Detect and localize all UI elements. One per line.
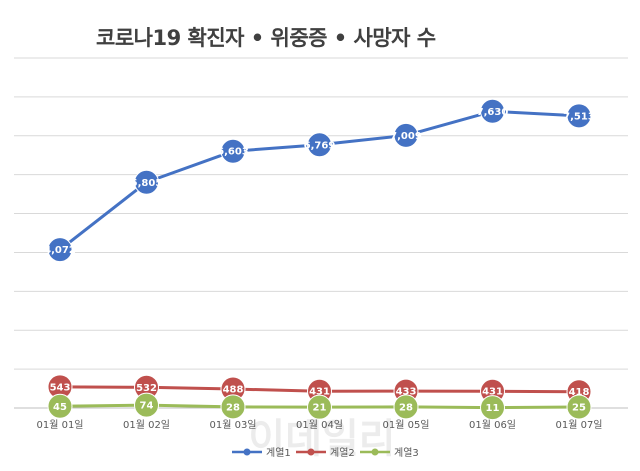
chart-title: 코로나19 확진자 • 위중증 • 사망자 수 bbox=[96, 26, 436, 50]
x-tick-label: 01월 01일 bbox=[36, 419, 83, 431]
data-label: 74 bbox=[140, 401, 154, 412]
data-label: 433 bbox=[396, 387, 417, 398]
x-tick-label: 01월 02일 bbox=[123, 419, 170, 431]
data-label: 6,603 bbox=[217, 147, 249, 158]
x-tick-label: 01월 04일 bbox=[296, 419, 343, 431]
data-label: 532 bbox=[136, 383, 157, 394]
legend-marker-3 bbox=[371, 448, 379, 456]
legend-marker-2 bbox=[307, 448, 315, 456]
data-label: 28 bbox=[226, 402, 240, 413]
data-point bbox=[566, 394, 592, 420]
data-point bbox=[393, 122, 419, 148]
data-label: 4,072 bbox=[44, 245, 76, 256]
x-tick-label: 01월 03일 bbox=[209, 419, 256, 431]
data-point bbox=[47, 237, 73, 263]
data-label: 25 bbox=[572, 403, 586, 414]
data-point bbox=[220, 138, 246, 164]
data-label: 431 bbox=[309, 387, 330, 398]
data-label: 45 bbox=[53, 402, 67, 413]
data-point bbox=[307, 394, 332, 420]
data-point bbox=[220, 394, 246, 420]
data-point bbox=[480, 98, 505, 124]
data-label: 11 bbox=[486, 403, 500, 414]
data-label: 431 bbox=[482, 387, 503, 398]
data-point bbox=[307, 132, 332, 158]
data-label: 5,805 bbox=[131, 178, 163, 189]
data-point bbox=[480, 395, 505, 421]
data-label: 418 bbox=[569, 387, 590, 398]
data-label: 488 bbox=[223, 385, 244, 396]
data-point bbox=[47, 393, 73, 419]
legend-marker-1 bbox=[243, 448, 251, 456]
data-label: 543 bbox=[50, 382, 71, 393]
legend-label-2: 계열2 bbox=[330, 447, 355, 459]
data-label: 7,630 bbox=[477, 107, 509, 118]
data-point bbox=[134, 169, 159, 195]
watermark-logo: 이데일리 bbox=[248, 416, 395, 462]
x-tick-label: 01월 07일 bbox=[555, 419, 602, 431]
legend-label-1: 계열1 bbox=[266, 447, 291, 459]
legend-label-3: 계열3 bbox=[394, 447, 419, 459]
data-label: 7,009 bbox=[390, 131, 422, 142]
data-point bbox=[134, 392, 159, 418]
data-label: 28 bbox=[399, 402, 413, 413]
data-label: 6,769 bbox=[304, 140, 336, 151]
data-point bbox=[566, 103, 592, 129]
data-label: 21 bbox=[313, 403, 327, 414]
data-label: 7,513 bbox=[563, 111, 595, 122]
x-tick-label: 01월 05일 bbox=[382, 419, 429, 431]
data-point bbox=[393, 394, 419, 420]
x-tick-label: 01월 06일 bbox=[469, 419, 516, 431]
